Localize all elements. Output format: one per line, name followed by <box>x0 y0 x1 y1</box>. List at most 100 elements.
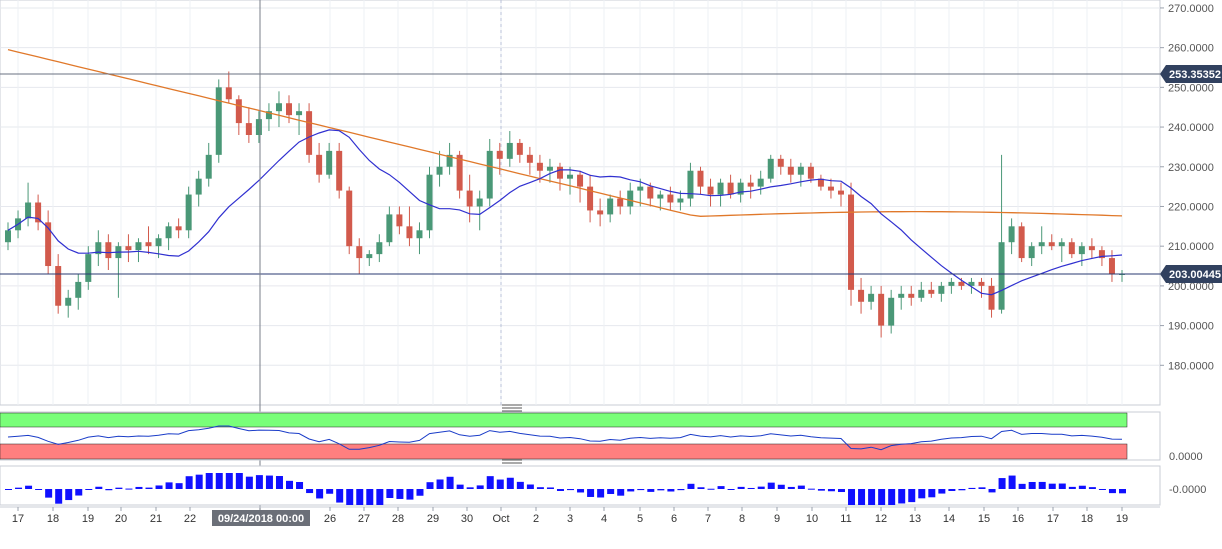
candle-down[interactable] <box>587 174 594 223</box>
candle-down[interactable] <box>827 178 834 199</box>
candle-up[interactable] <box>888 289 895 334</box>
candle-down[interactable] <box>878 285 885 338</box>
candle-down[interactable] <box>346 186 353 255</box>
candle-down[interactable] <box>647 182 654 207</box>
candle-up[interactable] <box>366 250 373 267</box>
candle-down[interactable] <box>356 238 363 274</box>
candle-up[interactable] <box>265 103 272 132</box>
candle-down[interactable] <box>306 103 313 163</box>
candle-down[interactable] <box>286 95 293 124</box>
candle-up[interactable] <box>998 154 1005 314</box>
candle-up[interactable] <box>1058 238 1065 263</box>
candle-up[interactable] <box>938 281 945 302</box>
candle-down[interactable] <box>1088 238 1095 259</box>
candle-down[interactable] <box>516 138 523 163</box>
candle-down[interactable] <box>707 178 714 207</box>
candle-up[interactable] <box>868 285 875 310</box>
candle-down[interactable] <box>617 190 624 215</box>
candle-down[interactable] <box>145 226 152 255</box>
candle-down[interactable] <box>225 71 232 104</box>
candle-down[interactable] <box>336 142 343 199</box>
candle-down[interactable] <box>125 234 132 263</box>
candle-up[interactable] <box>95 230 102 267</box>
candle-down[interactable] <box>908 285 915 306</box>
candle-up[interactable] <box>185 186 192 239</box>
candle-down[interactable] <box>928 281 935 298</box>
candle-down[interactable] <box>988 277 995 318</box>
candle-down[interactable] <box>667 186 674 211</box>
candle-down[interactable] <box>235 95 242 135</box>
candle-up[interactable] <box>486 138 493 207</box>
candle-down[interactable] <box>807 162 814 183</box>
candle-down[interactable] <box>556 162 563 191</box>
candle-up[interactable] <box>627 182 634 215</box>
candle-up[interactable] <box>1119 270 1125 282</box>
candle-down[interactable] <box>858 277 865 314</box>
candle-up[interactable] <box>1038 226 1045 255</box>
candle-down[interactable] <box>697 166 704 195</box>
candle-up[interactable] <box>376 234 383 263</box>
candle-down[interactable] <box>597 198 604 227</box>
candle-up[interactable] <box>446 142 453 175</box>
candle-up[interactable] <box>476 190 483 231</box>
candle-up[interactable] <box>737 178 744 203</box>
candle-up[interactable] <box>968 277 975 294</box>
candle-up[interactable] <box>687 162 694 207</box>
candle-down[interactable] <box>55 254 62 314</box>
candle-down[interactable] <box>35 194 42 231</box>
candle-up[interactable] <box>65 289 72 318</box>
candle-up[interactable] <box>75 273 82 310</box>
candle-up[interactable] <box>898 285 905 310</box>
candle-up[interactable] <box>1008 218 1015 255</box>
candle-up[interactable] <box>205 142 212 187</box>
candle-up[interactable] <box>416 222 423 255</box>
candle-down[interactable] <box>777 154 784 175</box>
candle-down[interactable] <box>245 107 252 143</box>
candle-up[interactable] <box>135 238 142 263</box>
candle-up[interactable] <box>165 222 172 251</box>
candle-up[interactable] <box>607 194 614 223</box>
candle-up[interactable] <box>386 206 393 247</box>
candle-up[interactable] <box>918 281 925 302</box>
candle-up[interactable] <box>637 178 644 207</box>
histogram-panel[interactable] <box>0 465 1161 506</box>
candle-down[interactable] <box>466 174 473 223</box>
candle-down[interactable] <box>978 277 985 298</box>
candle-up[interactable] <box>1028 242 1035 267</box>
candle-up[interactable] <box>5 222 11 251</box>
candle-up[interactable] <box>436 150 443 187</box>
candle-up[interactable] <box>1078 242 1085 267</box>
candle-up[interactable] <box>275 91 282 128</box>
candle-up[interactable] <box>255 111 262 143</box>
panel-resize-handle[interactable] <box>502 404 522 412</box>
candle-up[interactable] <box>567 166 574 195</box>
candle-up[interactable] <box>948 277 955 294</box>
candle-down[interactable] <box>45 210 52 274</box>
candle-up[interactable] <box>326 142 333 179</box>
candle-up[interactable] <box>215 79 222 163</box>
candle-down[interactable] <box>837 182 844 207</box>
candle-down[interactable] <box>175 218 182 239</box>
candle-down[interactable] <box>316 142 323 183</box>
candle-up[interactable] <box>717 178 724 207</box>
candle-up[interactable] <box>25 182 32 227</box>
candle-down[interactable] <box>747 174 754 199</box>
candle-down[interactable] <box>526 146 533 175</box>
candle-up[interactable] <box>797 162 804 187</box>
candle-up[interactable] <box>757 170 764 195</box>
candle-up[interactable] <box>546 158 553 183</box>
candle-down[interactable] <box>787 158 794 183</box>
candle-down[interactable] <box>406 206 413 247</box>
candle-up[interactable] <box>195 170 202 207</box>
candle-down[interactable] <box>817 174 824 191</box>
candle-down[interactable] <box>1018 222 1025 263</box>
candle-up[interactable] <box>506 131 513 167</box>
candle-up[interactable] <box>296 103 303 135</box>
candle-down[interactable] <box>1048 234 1055 251</box>
candle-down[interactable] <box>848 182 855 306</box>
candle-up[interactable] <box>426 166 433 239</box>
candle-down[interactable] <box>396 206 403 235</box>
candle-down[interactable] <box>1068 238 1075 259</box>
